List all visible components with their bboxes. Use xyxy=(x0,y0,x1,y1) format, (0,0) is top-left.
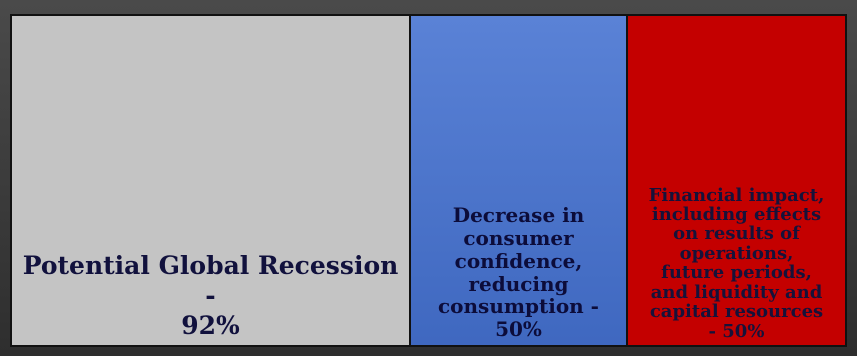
treemap-tile-label: Financial impact, including effects on res… xyxy=(645,184,829,342)
treemap-tile: Financial impact, including effects on res… xyxy=(628,16,845,345)
treemap-tile-label-line: capital resources xyxy=(649,301,824,323)
treemap-tile-label-line: future periods, xyxy=(661,262,812,284)
treemap-tile-label-line: 92% xyxy=(181,311,240,340)
treemap-tile-label-line: confidence, xyxy=(454,248,583,273)
treemap-tile-label-line: consumption - xyxy=(438,294,599,319)
treemap-tile-label-line: Potential Global Recession - xyxy=(22,251,399,310)
treemap-tile-label-line: - 50% xyxy=(708,320,765,342)
treemap-tile-label-line: operations, xyxy=(679,242,794,264)
treemap-tile-label-line: consumer xyxy=(463,226,574,251)
treemap-tile-label-line: Decrease in xyxy=(452,203,585,228)
treemap-tile-label-line: and liquidity and xyxy=(650,281,823,303)
treemap-chart: Potential Global Recession -92% Decrease … xyxy=(10,14,847,347)
treemap-tile-label: Decrease in consumer confidence, reducing co… xyxy=(434,204,603,341)
treemap-tile-label-line: Financial impact, xyxy=(648,184,825,206)
treemap-tile-label-line: on results of xyxy=(673,223,800,245)
treemap-tile: Potential Global Recession -92% xyxy=(12,16,411,345)
treemap-tile: Decrease in consumer confidence, reducing co… xyxy=(411,16,628,345)
treemap-tile-label-line: reducing xyxy=(468,271,569,296)
treemap-tile-label: Potential Global Recession -92% xyxy=(12,251,409,341)
treemap-tile-label-line: 50% xyxy=(495,317,542,342)
treemap-tile-label-line: including effects xyxy=(651,203,822,225)
